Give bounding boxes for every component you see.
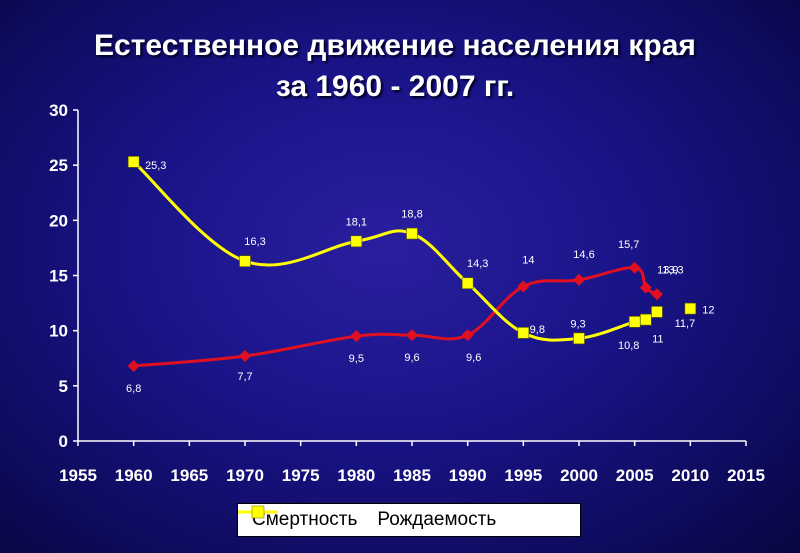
x-tick-label: 1985 — [393, 466, 431, 485]
series-line-0 — [133, 266, 658, 368]
x-tick-label: 1975 — [282, 466, 320, 485]
data-label: 14 — [522, 255, 534, 267]
x-tick-label: 2010 — [671, 466, 709, 485]
y-tick-label: 15 — [49, 267, 68, 286]
data-point-marker — [461, 277, 474, 290]
data-label: 18,8 — [401, 209, 422, 221]
data-label: 25,3 — [145, 160, 166, 172]
data-label: 10,8 — [618, 340, 639, 352]
data-point-marker — [406, 227, 418, 240]
legend-label-births: Рождаемость — [377, 509, 497, 530]
data-label: 9,8 — [530, 324, 545, 336]
data-label: 16,3 — [244, 236, 265, 248]
y-tick-label: 30 — [49, 101, 68, 120]
data-point-marker — [573, 273, 585, 286]
data-point-marker — [239, 350, 251, 363]
x-tick-label: 1990 — [449, 466, 487, 485]
data-label: 15,7 — [618, 239, 639, 251]
data-point-marker — [628, 316, 641, 328]
data-label: 11 — [652, 334, 663, 346]
data-point-marker — [650, 288, 663, 301]
data-point-marker — [461, 329, 474, 342]
x-tick-label: 2015 — [727, 466, 765, 485]
data-point-marker — [517, 280, 530, 293]
data-label: 9,6 — [466, 352, 481, 364]
data-point-marker — [639, 281, 652, 294]
data-label: 7,7 — [237, 371, 252, 383]
y-tick-label: 20 — [49, 211, 68, 230]
y-tick-label: 10 — [49, 322, 68, 341]
data-point-marker — [517, 327, 530, 339]
legend-label-mortality: Смертность — [252, 509, 358, 530]
data-label: 11,7 — [675, 318, 696, 330]
data-label: 13,3 — [662, 264, 683, 276]
chart-title-line1: Естественное движение населения края — [94, 29, 696, 62]
y-tick-label: 5 — [59, 377, 68, 396]
data-point-marker — [127, 156, 140, 168]
chart-title-line2: за 1960 - 2007 гг. — [275, 70, 515, 103]
y-tick-label: 25 — [49, 156, 68, 175]
data-point-marker — [350, 330, 363, 343]
x-tick-label: 1955 — [59, 466, 97, 485]
y-tick-label: 0 — [59, 432, 68, 451]
x-tick-label: 1970 — [226, 466, 264, 485]
x-tick-label: 1960 — [115, 466, 153, 485]
data-label: 18,1 — [346, 216, 367, 228]
data-point-marker — [350, 235, 363, 248]
data-label: 12 — [702, 305, 714, 317]
data-point-marker — [651, 306, 663, 318]
data-point-marker — [406, 329, 418, 342]
x-tick-label: 1980 — [337, 466, 375, 485]
data-label: 9,5 — [349, 353, 364, 365]
data-label: 14,6 — [573, 249, 594, 261]
data-point-marker — [127, 359, 140, 372]
data-label: 6,8 — [126, 383, 141, 395]
data-point-marker — [573, 332, 585, 345]
chart-legend: Смертность Рождаемость — [237, 503, 581, 537]
data-point-marker — [639, 313, 652, 326]
x-tick-label: 2000 — [560, 466, 598, 485]
data-point-marker — [628, 261, 641, 274]
data-point-marker — [684, 302, 697, 315]
data-label: 13,9 — [657, 265, 678, 277]
x-tick-label: 2005 — [616, 466, 654, 485]
data-label: 9,3 — [570, 318, 585, 330]
legend-swatch-births — [238, 505, 278, 519]
data-label: 9,6 — [404, 352, 419, 364]
legend-item-births: Рождаемость — [238, 505, 497, 531]
data-label: 14,3 — [467, 258, 488, 270]
x-tick-label: 1965 — [170, 466, 208, 485]
data-point-marker — [239, 255, 251, 267]
x-tick-label: 1995 — [504, 466, 542, 485]
